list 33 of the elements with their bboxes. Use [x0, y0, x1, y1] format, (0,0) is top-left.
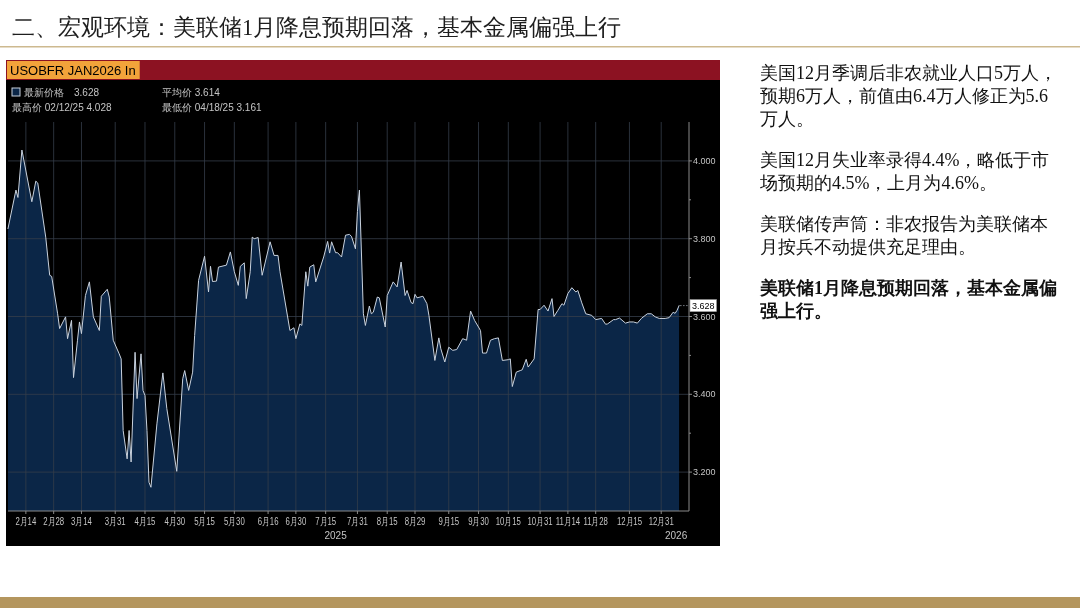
x-tick-label: 2月14: [15, 516, 43, 527]
x-tick-label: 9月30: [468, 516, 495, 527]
annotation: 3.628: [692, 300, 715, 311]
x-tick-label: 7月31: [347, 516, 374, 527]
x-tick-label: 4月30: [164, 516, 192, 527]
x-tick-label: 5月15: [194, 516, 221, 527]
x-tick-label: 7月15: [315, 516, 342, 527]
y-tick-label: 4.000: [693, 155, 716, 166]
x-tick-label: 4月15: [134, 516, 162, 527]
text: 2026: [664, 530, 688, 541]
y-tick-label: 3.800: [693, 233, 716, 244]
x-tick-label: 12月31: [648, 516, 681, 527]
legend-label: 最新价格: [24, 87, 64, 98]
title: 二、宏观环境：美联储1月降息预期回落，基本金属偏强上行: [12, 15, 622, 40]
notes: 美国12月季调后非农就业人口5万人，预期6万人，前值由6.4万人修正为5.6万人。 美国12月失业率录得4.4%，略低于市场预期的4.5%，上月为4.6%。 美联储传声筒：非农报告为美联储本月按兵不动提供充足理由。 美联储1月降息预期回落，基本金属偏强上行。: [760, 63, 1057, 321]
x-tick-label: 9月15: [438, 516, 466, 527]
y-tick-label: 3.600: [693, 311, 716, 322]
subtitle: USOBFR JAN2026 In: [10, 63, 136, 78]
x-tick-label: 3月14: [71, 516, 98, 527]
x-tick-label: 8月29: [404, 516, 432, 527]
legend: 最新价格 3.628 最高价 02/12/25 4.028 平均价 3.614 最低价 04/18/25 3.161: [11, 87, 262, 113]
x-tick-label: 5月30: [223, 516, 251, 527]
x-tick-label: 10月15: [495, 516, 529, 527]
x-tick-label: 8月15: [376, 516, 404, 527]
x-tick-label: 2月28: [43, 516, 70, 527]
x-tick-label: 6月30: [285, 516, 313, 527]
x-tick-label: 12月15: [616, 516, 650, 527]
y-tick-label: 3.400: [693, 389, 716, 400]
y-tick-label: 3.200: [693, 467, 716, 478]
x-tick-label: 3月31: [104, 516, 132, 527]
text: 2025: [324, 530, 348, 541]
x-tick-label: 6月16: [257, 516, 285, 527]
x-tick-label: 11月28: [583, 516, 615, 527]
